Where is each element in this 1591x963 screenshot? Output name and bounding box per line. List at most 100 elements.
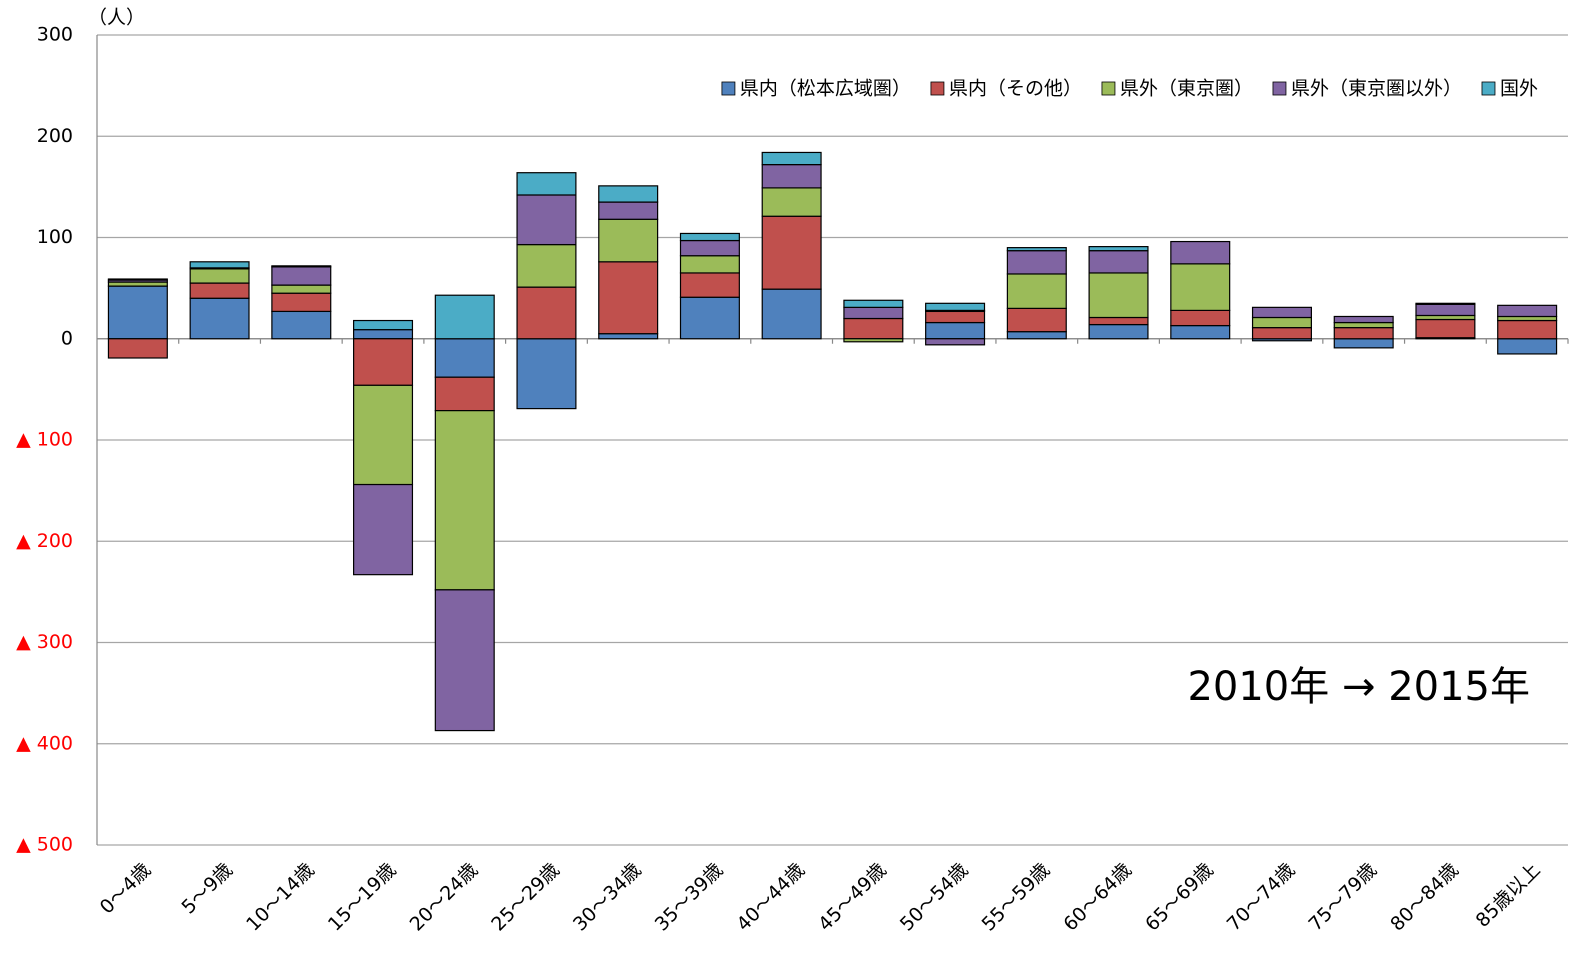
x-tick-label: 65～69歳: [1141, 859, 1218, 936]
x-tick-label: 50～54歳: [896, 859, 973, 936]
annotation: 2010年 → 2015年: [1187, 664, 1530, 710]
y-tick-label: 200: [37, 125, 73, 147]
bar-segment: [1170, 240, 1231, 265]
bar-segment: [1088, 246, 1149, 252]
bar-segment: [925, 338, 986, 346]
legend-label: 県外（東京圏）: [1120, 78, 1253, 100]
x-tick-label: 45～49歳: [814, 859, 891, 936]
legend-swatch: [721, 81, 736, 96]
y-tick-label: 300: [37, 24, 73, 46]
bar-segment: [843, 299, 904, 308]
bar-segment: [1415, 302, 1476, 305]
y-tick-label: ▲ 200: [16, 530, 73, 552]
y-tick-label: ▲ 500: [16, 834, 73, 856]
x-tick-label: 20～24歳: [406, 859, 483, 936]
bar-segment: [925, 310, 986, 324]
bar-segment: [1006, 331, 1067, 340]
x-tick-label: 55～59歳: [978, 859, 1055, 936]
bar-segment: [1006, 307, 1067, 333]
y-tick-label: 0: [61, 327, 73, 349]
bar-segment: [434, 338, 495, 378]
bar-segment: [1251, 316, 1312, 329]
bar-segment: [107, 278, 168, 281]
x-tick-label: 30～34歳: [569, 859, 646, 936]
legend-label: 国外: [1500, 78, 1538, 100]
legend-swatch: [1101, 81, 1116, 96]
bar-segment: [353, 384, 414, 486]
bar-segment: [1006, 247, 1067, 252]
bar-segment: [679, 255, 740, 274]
bar-segment: [434, 294, 495, 340]
x-tick-label: 85歳以上: [1472, 859, 1545, 932]
legend-label: 県外（東京圏以外）: [1291, 78, 1462, 100]
bar-segment: [1170, 309, 1231, 327]
bar-segment: [679, 232, 740, 242]
bar-segment: [1497, 315, 1558, 322]
bar-segment: [434, 589, 495, 732]
bar-segment: [1497, 304, 1558, 318]
x-tick-label: 15～19歳: [324, 859, 401, 936]
y-tick-label: ▲ 100: [16, 429, 73, 451]
bar-segment: [107, 338, 168, 359]
bar-segment: [598, 261, 659, 335]
unit-label: （人）: [88, 7, 145, 29]
bar-segment: [516, 172, 577, 196]
x-tick-label: 40～44歳: [732, 859, 809, 936]
bar-segment: [353, 329, 414, 340]
bar-segment: [516, 243, 577, 288]
bar-segment: [1006, 273, 1067, 309]
bar-segment: [353, 319, 414, 331]
bar-segment: [1333, 338, 1394, 349]
bar-segment: [843, 306, 904, 320]
bar-segment: [761, 215, 822, 290]
bar-segment: [189, 261, 250, 269]
bar-segment: [516, 286, 577, 340]
bar-segment: [761, 164, 822, 189]
bar-segment: [353, 483, 414, 576]
bar-segment: [598, 185, 659, 203]
legend-swatch: [930, 81, 945, 96]
legend-label: 県内（その他）: [949, 78, 1082, 100]
x-tick-label: 70～74歳: [1223, 859, 1300, 936]
bar-segment: [1497, 338, 1558, 355]
bar-segment: [353, 338, 414, 386]
legend: 国外 県外（東京圏以外） 県外（東京圏） 県内（その他） 県内（松本広域圏）: [721, 78, 1538, 100]
bar-segment: [434, 376, 495, 412]
bar-segment: [1497, 319, 1558, 340]
bar-segment: [189, 297, 250, 340]
bar-segment: [271, 310, 332, 340]
x-tick-label: 25～29歳: [487, 859, 564, 936]
bar-segment: [1415, 318, 1476, 339]
x-tick-label: 35～39歳: [651, 859, 728, 936]
bar-segment: [1088, 323, 1149, 340]
bar-segment: [1415, 303, 1476, 317]
bar-segment: [1170, 324, 1231, 340]
bar-segment: [1088, 316, 1149, 326]
bar-segment: [1088, 272, 1149, 319]
x-tick-label: 0～4歳: [96, 859, 156, 919]
bar-segment: [189, 268, 250, 284]
bar-segment: [107, 285, 168, 340]
bar-segment: [1333, 315, 1394, 324]
bar-segment: [434, 410, 495, 591]
y-tick-label: 100: [37, 226, 73, 248]
bar-segment: [1415, 314, 1476, 321]
bar-segment: [761, 151, 822, 166]
x-tick-label: 80～84歳: [1386, 859, 1463, 936]
bar-segment: [761, 288, 822, 340]
x-tick-label: 75～79歳: [1304, 859, 1381, 936]
bar-segment: [1333, 327, 1394, 340]
bar-segment: [925, 302, 986, 312]
bar-segment: [925, 321, 986, 340]
bar-segment: [271, 292, 332, 313]
bar-segment: [679, 296, 740, 340]
bar-segment: [598, 333, 659, 340]
bar-segment: [1251, 327, 1312, 340]
bar-segment: [598, 218, 659, 263]
bar-segment: [1088, 250, 1149, 274]
bar-segment: [516, 338, 577, 410]
bar-segment: [107, 281, 168, 287]
bar-segment: [598, 201, 659, 220]
bar-segment: [1006, 250, 1067, 275]
